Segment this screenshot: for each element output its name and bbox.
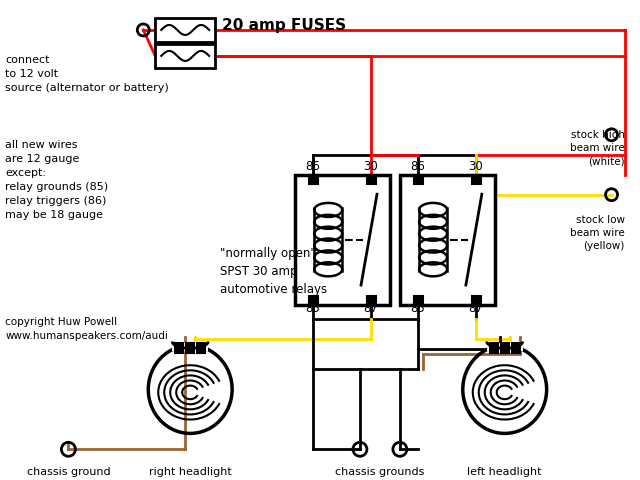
- Bar: [414, 175, 423, 184]
- Text: 85: 85: [306, 301, 321, 314]
- Text: "normally open"
SPST 30 amp
automotive relays: "normally open" SPST 30 amp automotive r…: [220, 247, 327, 296]
- Text: 86: 86: [305, 160, 321, 173]
- Text: connect
to 12 volt
source (alternator or battery): connect to 12 volt source (alternator or…: [6, 55, 169, 93]
- Text: 87: 87: [468, 301, 483, 314]
- Text: 86: 86: [410, 160, 426, 173]
- Bar: [156, 18, 215, 42]
- Text: 85: 85: [410, 301, 425, 314]
- Text: left headlight: left headlight: [467, 467, 542, 477]
- Bar: [295, 175, 390, 304]
- Bar: [500, 344, 509, 353]
- Bar: [172, 344, 208, 351]
- Bar: [490, 344, 498, 353]
- Text: 30: 30: [468, 160, 483, 173]
- Text: chassis grounds: chassis grounds: [335, 467, 424, 477]
- Bar: [472, 296, 481, 304]
- Text: 30: 30: [364, 160, 378, 173]
- Bar: [197, 344, 205, 353]
- Bar: [512, 344, 520, 353]
- Text: chassis ground: chassis ground: [27, 467, 110, 477]
- Bar: [367, 296, 376, 304]
- Text: stock high
beam wire
(white): stock high beam wire (white): [570, 130, 625, 166]
- Bar: [400, 175, 495, 304]
- Bar: [367, 175, 376, 184]
- Bar: [175, 344, 183, 353]
- Text: 20 amp FUSES: 20 amp FUSES: [222, 18, 346, 33]
- Bar: [309, 175, 318, 184]
- Bar: [472, 175, 481, 184]
- Text: 87: 87: [364, 301, 378, 314]
- Text: copyright Huw Powell
www.humanspeakers.com/audi: copyright Huw Powell www.humanspeakers.c…: [6, 317, 168, 341]
- Bar: [156, 44, 215, 68]
- Bar: [487, 344, 523, 351]
- Text: all new wires
are 12 gauge
except:
relay grounds (85)
relay triggers (86)
may be: all new wires are 12 gauge except: relay…: [6, 140, 109, 220]
- Text: right headlight: right headlight: [149, 467, 232, 477]
- Bar: [186, 344, 194, 353]
- Bar: [309, 296, 318, 304]
- Text: stock low
beam wire
(yellow): stock low beam wire (yellow): [570, 215, 625, 251]
- Bar: [414, 296, 423, 304]
